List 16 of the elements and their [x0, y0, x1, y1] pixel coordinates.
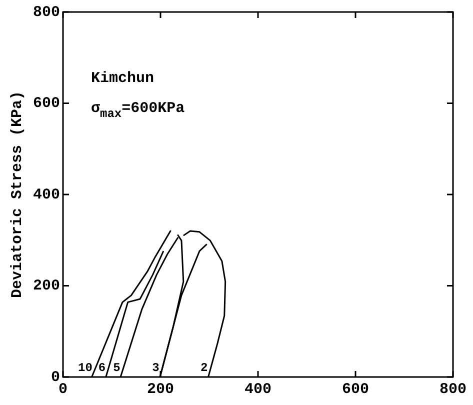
x-tick-label: 200 — [146, 380, 174, 398]
series-label: 5 — [113, 361, 120, 376]
annotation: Kimchun — [91, 70, 154, 87]
y-tick-label: 800 — [32, 4, 60, 21]
y-axis-title: Deviatoric Stress (KPa) — [8, 90, 26, 298]
y-tick-label: 600 — [32, 95, 60, 112]
y-tick-label: 0 — [50, 368, 60, 386]
series-label: 10 — [78, 361, 92, 376]
series-label: 3 — [152, 361, 160, 376]
x-tick-label: 400 — [244, 380, 272, 398]
y-tick-label: 200 — [32, 278, 60, 295]
series-label: 6 — [98, 361, 106, 376]
y-tick-label: 400 — [32, 186, 60, 204]
series-label: 2 — [200, 361, 208, 376]
x-tick-label: 600 — [342, 380, 370, 398]
x-tick-label: 800 — [439, 380, 467, 398]
